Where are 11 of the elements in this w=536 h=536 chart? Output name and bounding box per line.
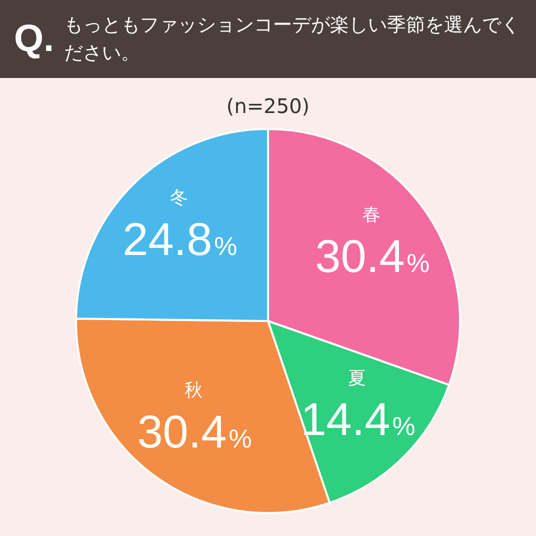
chart-title: もっともファッションコーデが楽しい季節を選んでください。 [64, 13, 522, 66]
data-label: 30.4% [137, 406, 252, 458]
slice-label: 秋 [184, 380, 203, 402]
data-label: 14.4% [300, 393, 416, 446]
slice-label: 冬 [170, 188, 188, 209]
data-label: 24.8% [122, 212, 238, 265]
slice-label: 夏 [348, 368, 366, 389]
text: Q. [14, 18, 54, 60]
chart-subtitle: (n=250) [225, 94, 311, 120]
slice-label: 春 [362, 204, 380, 226]
data-label: 30.4% [315, 230, 430, 282]
